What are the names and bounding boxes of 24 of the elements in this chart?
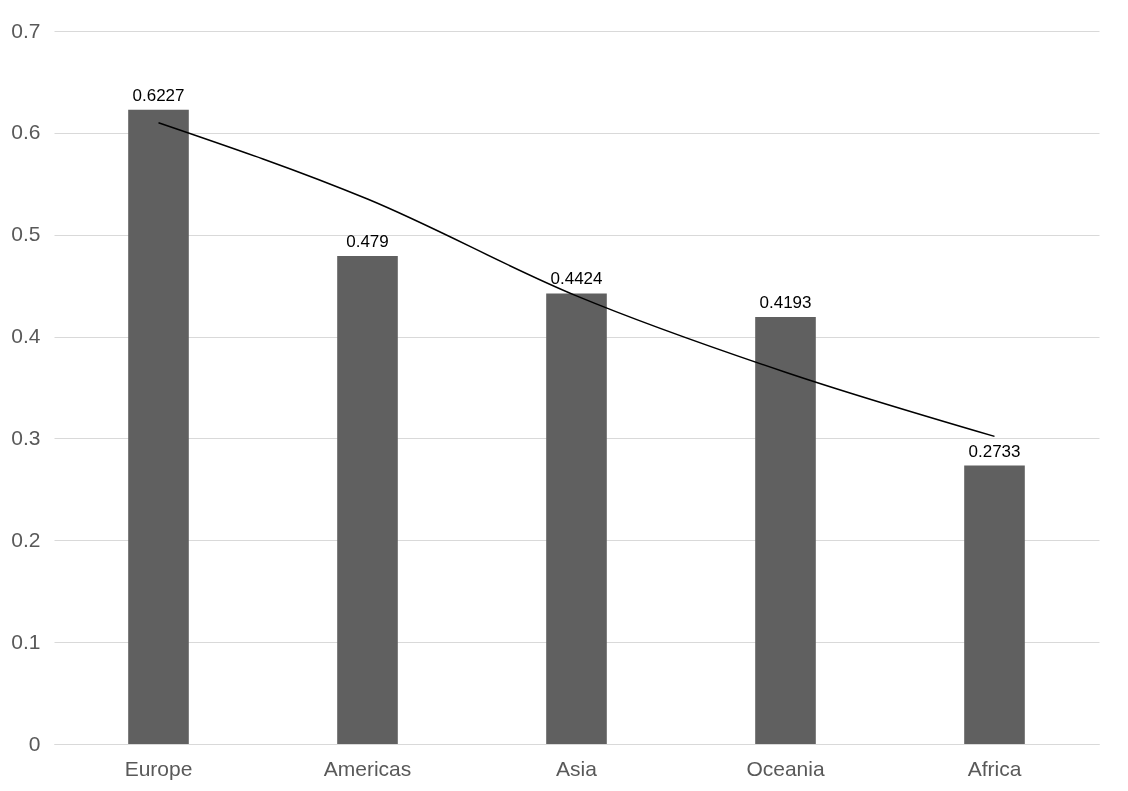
- x-tick-label: Africa: [967, 756, 1022, 780]
- bar: [546, 293, 607, 744]
- x-tick-label: Europe: [124, 756, 193, 780]
- data-label: 0.6227: [132, 85, 185, 105]
- y-tick-label: 0.5: [11, 222, 41, 246]
- x-tick-label: Oceania: [746, 756, 825, 780]
- y-tick-label: 0: [28, 731, 41, 755]
- bar: [337, 256, 398, 744]
- data-label: 0.4424: [550, 269, 603, 289]
- data-label: 0.479: [346, 232, 389, 252]
- y-tick-label: 0.7: [11, 18, 41, 42]
- bar: [755, 316, 816, 744]
- data-label: 0.2733: [968, 441, 1021, 461]
- bar: [128, 109, 189, 744]
- y-tick-label: 0.4: [11, 324, 41, 348]
- line-series: [157, 121, 996, 438]
- y-tick-label: 0.6: [11, 120, 41, 144]
- x-tick-label: Asia: [556, 756, 598, 780]
- y-tick-label: 0.3: [11, 425, 41, 449]
- x-tick-label: Americas: [323, 756, 412, 780]
- bar: [964, 465, 1025, 744]
- y-tick-label: 0.1: [11, 629, 41, 653]
- data-label: 0.4193: [759, 292, 812, 312]
- y-tick-label: 0.2: [11, 527, 41, 551]
